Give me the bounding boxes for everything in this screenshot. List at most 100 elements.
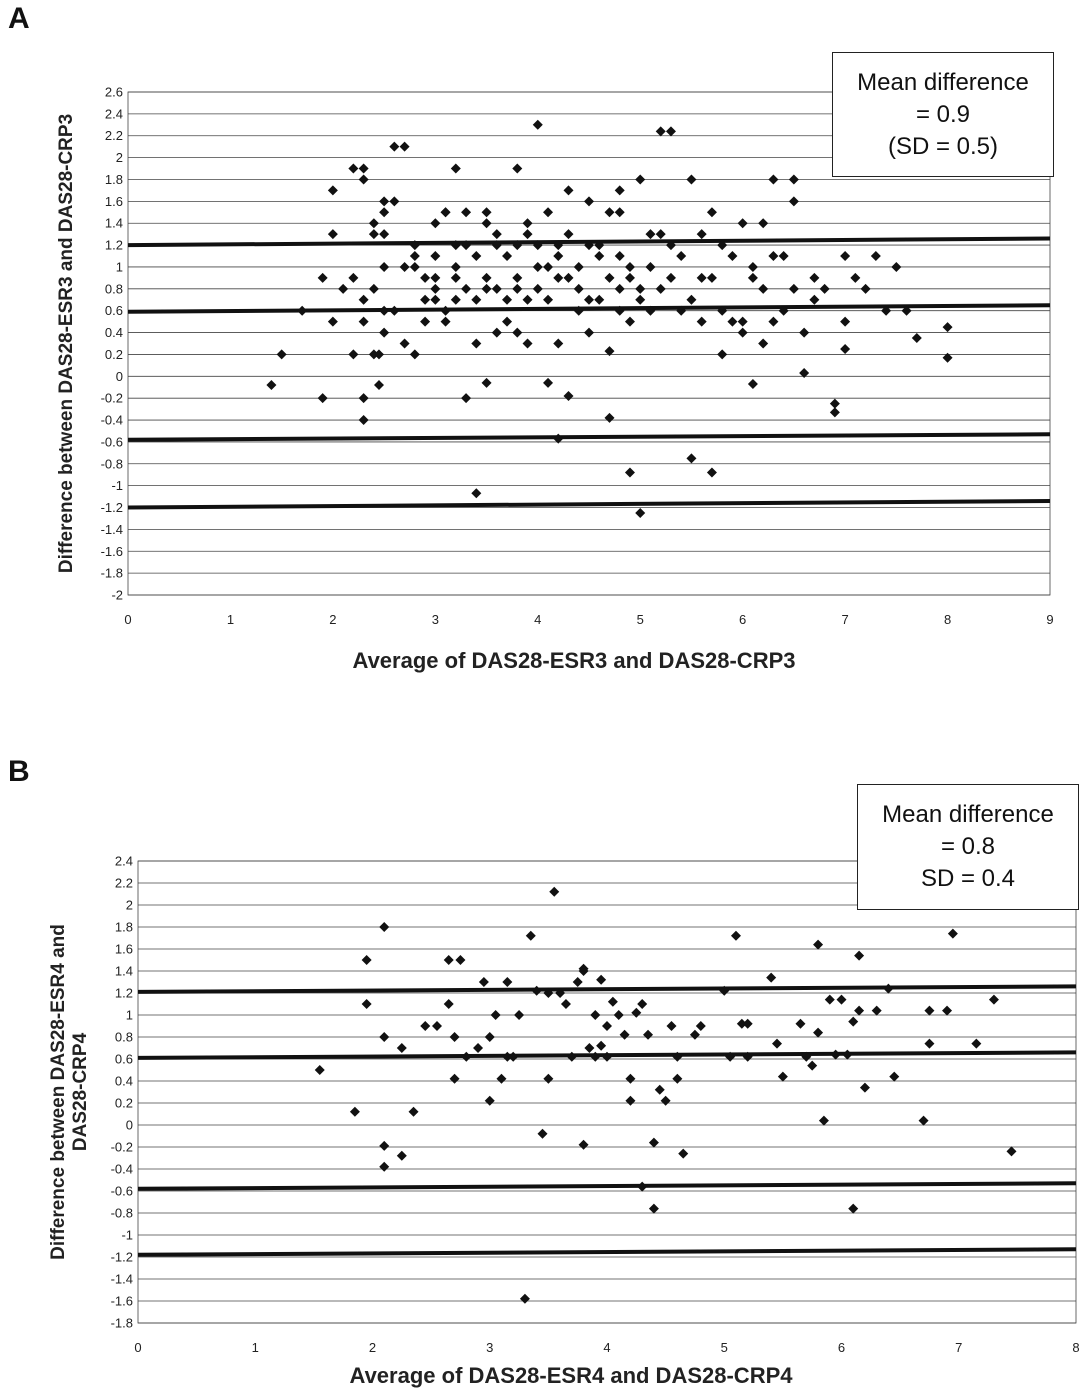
panel-a-data-point [373, 380, 384, 391]
panel-b-data-point [824, 994, 835, 1005]
panel-a-data-point [645, 261, 656, 272]
panel-b-data-point [854, 1005, 865, 1016]
panel-b-data-point [742, 1051, 753, 1062]
panel-a-plot-area [127, 91, 1051, 596]
panel-b-data-point [854, 950, 865, 961]
panel-b-data-point [519, 1293, 530, 1304]
panel-b-data-point [408, 1106, 419, 1117]
panel-b-annotation-line-2: = 0.8 [940, 833, 996, 860]
panel-b-data-point [449, 1032, 460, 1042]
panel-b-data-point [619, 1029, 630, 1040]
panel-a-data-point [327, 229, 338, 240]
panel-b-data-point [543, 1073, 554, 1084]
panel-a-data-point [645, 229, 656, 240]
panel-a-data-point [778, 251, 789, 262]
panel-a-data-point [768, 174, 779, 185]
panel-a-data-point [522, 218, 533, 229]
panel-a-data-point [747, 261, 758, 272]
panel-a-data-point [901, 305, 912, 316]
panel-b-data-point [689, 1029, 700, 1040]
panel-a-data-point [584, 294, 594, 305]
panel-b-data-point [766, 972, 777, 983]
panel-b-data-point [889, 1071, 900, 1082]
panel-b-data-point [473, 1043, 484, 1053]
panel-b-y-tick-label: -1.6 [111, 1294, 133, 1309]
panel-a-data-point [502, 294, 513, 305]
panel-b-y-tick-label: 0 [126, 1118, 133, 1133]
panel-b-data-point [508, 1051, 519, 1062]
panel-b-limit-line [137, 1181, 1077, 1191]
panel-b-data-point [631, 1007, 642, 1018]
panel-a-data-point [635, 507, 646, 518]
panel-a-data-point [553, 272, 564, 283]
panel-b-data-point [1006, 1146, 1017, 1157]
panel-b-x-axis-title: Average of DAS28-ESR4 and DAS28-CRP4 [350, 1363, 794, 1388]
panel-b-data-point [947, 928, 958, 939]
panel-a-data-point [543, 207, 554, 218]
panel-a-data-point [358, 415, 369, 426]
panel-a-annotation-line-2: = 0.9 [915, 101, 971, 128]
panel-b-data-point [672, 1073, 683, 1084]
panel-a-data-point [420, 294, 431, 305]
panel-a-data-point [717, 240, 728, 251]
panel-a-data-point [696, 272, 707, 283]
panel-b-data-point [578, 1139, 589, 1150]
panel-a-y-tick-label: -1.2 [101, 500, 123, 515]
panel-a-data-point [358, 294, 369, 305]
panel-b-data-point [478, 977, 489, 987]
panel-a-y-tick-label: -1.8 [101, 566, 123, 581]
panel-b-data-point [660, 1095, 671, 1106]
panel-a-data-point [430, 294, 441, 305]
panel-b-y-tick-label: -1.2 [111, 1250, 133, 1265]
panel-a-data-point [461, 283, 472, 294]
panel-a-data-point [573, 261, 584, 272]
panel-a-data-point [358, 393, 369, 404]
panel-b-x-tick-label: 8 [1072, 1340, 1079, 1355]
panel-a-data-point [553, 251, 564, 262]
panel-b-data-point [801, 1051, 812, 1062]
panel-b-data-point [496, 1073, 507, 1084]
panel-a-x-tick-label: 5 [637, 612, 644, 627]
panel-a-data-point [399, 338, 410, 349]
panel-b-data-point [502, 977, 513, 987]
panel-a-data-point [389, 196, 400, 207]
panel-a-data-point [604, 207, 615, 218]
panel-b-data-point [349, 1106, 360, 1117]
panel-a-data-point [379, 261, 390, 272]
panel-a-data-point [358, 163, 369, 174]
panel-a-data-point [373, 349, 384, 360]
panel-b-y-tick-label: -1 [121, 1228, 133, 1243]
panel-a-y-tick-label: -2 [111, 588, 123, 603]
panel-a-data-point [696, 316, 707, 327]
panel-b-data-point [555, 988, 566, 998]
panel-a-data-point [799, 368, 810, 379]
panel-b-data-point [643, 1029, 654, 1040]
panel-a-data-point [553, 338, 564, 349]
panel-a-data-point [594, 240, 605, 251]
panel-b-data-point [695, 1021, 706, 1031]
panel-a-data-point [942, 352, 953, 363]
panel-a-data-point [409, 240, 420, 251]
panel-a-data-point [737, 327, 748, 338]
panel-a-data-point [584, 327, 594, 338]
panel-a-data-point [635, 174, 646, 185]
panel-a-data-point [430, 272, 441, 283]
panel-b-data-point [719, 985, 730, 996]
panel-a-data-point [584, 240, 594, 251]
panel-a-data-point [624, 261, 635, 272]
panel-a-data-point [543, 261, 554, 272]
panel-b-data-point [514, 1010, 525, 1020]
panel-a-data-point [717, 349, 728, 360]
panel-a-x-tick-label: 6 [739, 612, 746, 627]
panel-b-data-point [672, 1051, 683, 1062]
panel-a-data-point [840, 316, 851, 327]
panel-a-data-point [665, 126, 676, 137]
panel-a-data-point [379, 207, 390, 218]
panel-a-limit-line [127, 432, 1051, 442]
panel-a-x-tick-label: 7 [841, 612, 848, 627]
panel-a-y-tick-label: 1.6 [105, 194, 123, 209]
panel-a-data-point [788, 283, 799, 294]
panel-a-data-point [327, 185, 338, 196]
panel-a-y-tick-label: 2.4 [105, 106, 123, 121]
panel-b-data-point [525, 930, 536, 941]
